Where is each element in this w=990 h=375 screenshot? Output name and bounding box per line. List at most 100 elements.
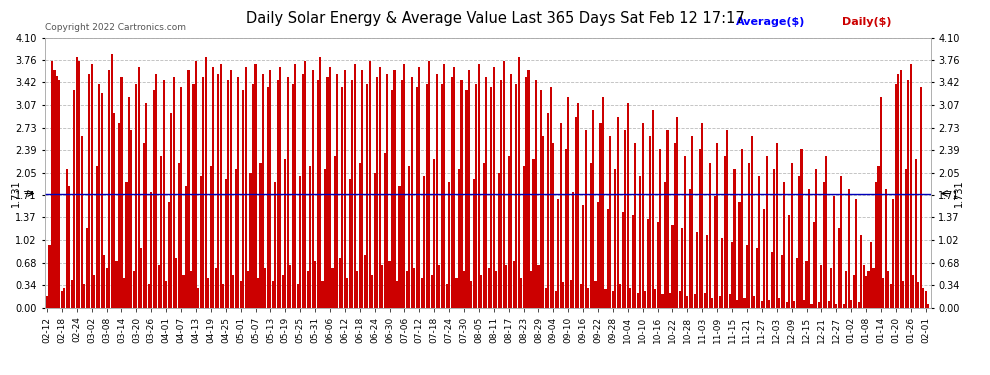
Bar: [439, 265, 441, 308]
Bar: [180, 87, 182, 308]
Bar: [225, 179, 227, 308]
Bar: [838, 228, 840, 308]
Bar: [811, 303, 813, 307]
Bar: [185, 186, 187, 308]
Bar: [528, 70, 530, 308]
Bar: [515, 84, 517, 308]
Bar: [544, 288, 546, 308]
Bar: [902, 281, 904, 308]
Bar: [530, 271, 532, 308]
Bar: [701, 123, 703, 308]
Bar: [342, 87, 344, 308]
Bar: [468, 70, 470, 308]
Bar: [101, 93, 103, 308]
Bar: [93, 274, 95, 308]
Bar: [801, 150, 803, 308]
Bar: [679, 291, 681, 308]
Bar: [230, 70, 232, 308]
Bar: [346, 278, 348, 308]
Bar: [490, 87, 492, 308]
Bar: [714, 195, 716, 308]
Bar: [334, 156, 336, 308]
Bar: [327, 77, 329, 308]
Bar: [562, 282, 564, 308]
Bar: [177, 163, 179, 308]
Bar: [217, 74, 220, 308]
Bar: [317, 80, 319, 308]
Bar: [567, 97, 569, 308]
Bar: [473, 179, 475, 308]
Bar: [363, 255, 365, 308]
Bar: [411, 77, 413, 308]
Bar: [126, 182, 128, 308]
Bar: [503, 60, 505, 308]
Bar: [431, 274, 433, 308]
Bar: [483, 163, 485, 308]
Bar: [793, 301, 795, 307]
Bar: [269, 70, 271, 308]
Bar: [831, 268, 833, 308]
Bar: [597, 202, 599, 308]
Bar: [589, 163, 592, 308]
Bar: [403, 64, 406, 308]
Bar: [383, 153, 386, 308]
Bar: [304, 60, 306, 308]
Bar: [455, 278, 457, 308]
Bar: [353, 64, 355, 308]
Text: Copyright 2022 Cartronics.com: Copyright 2022 Cartronics.com: [45, 23, 185, 32]
Bar: [552, 143, 554, 308]
Bar: [222, 285, 225, 308]
Bar: [872, 268, 874, 308]
Bar: [510, 74, 512, 308]
Bar: [356, 271, 358, 308]
Bar: [413, 268, 416, 308]
Bar: [803, 300, 805, 307]
Bar: [833, 195, 835, 308]
Bar: [763, 209, 765, 308]
Bar: [76, 57, 78, 308]
Bar: [96, 166, 98, 308]
Bar: [485, 77, 487, 308]
Bar: [518, 57, 520, 308]
Bar: [262, 74, 264, 308]
Bar: [302, 74, 304, 308]
Bar: [212, 67, 215, 308]
Bar: [81, 136, 83, 308]
Bar: [605, 289, 607, 308]
Bar: [559, 123, 562, 308]
Bar: [564, 150, 567, 308]
Bar: [574, 117, 577, 308]
Bar: [925, 291, 927, 308]
Bar: [460, 80, 462, 308]
Bar: [610, 136, 612, 308]
Bar: [666, 130, 668, 308]
Bar: [155, 74, 157, 308]
Bar: [538, 265, 540, 308]
Bar: [684, 156, 686, 308]
Bar: [192, 84, 194, 308]
Bar: [791, 163, 793, 308]
Bar: [525, 77, 527, 308]
Bar: [646, 219, 648, 308]
Bar: [235, 169, 237, 308]
Bar: [348, 179, 350, 308]
Bar: [569, 280, 572, 308]
Bar: [783, 182, 785, 308]
Bar: [617, 117, 619, 308]
Bar: [607, 209, 609, 308]
Bar: [322, 281, 324, 308]
Bar: [577, 104, 579, 308]
Bar: [654, 289, 656, 308]
Bar: [339, 258, 341, 308]
Bar: [806, 261, 808, 308]
Bar: [470, 281, 472, 308]
Bar: [870, 242, 872, 308]
Bar: [890, 285, 892, 308]
Bar: [421, 278, 423, 308]
Bar: [373, 172, 375, 308]
Bar: [113, 113, 115, 308]
Bar: [739, 202, 741, 308]
Bar: [446, 285, 447, 308]
Bar: [162, 80, 164, 308]
Bar: [146, 104, 148, 308]
